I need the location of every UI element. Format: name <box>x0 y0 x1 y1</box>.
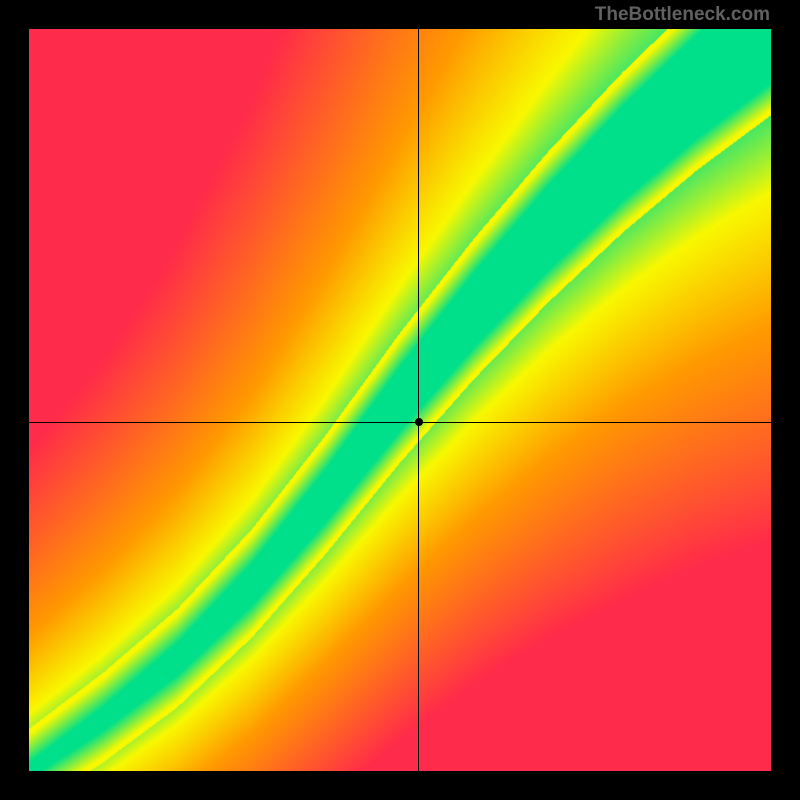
heatmap-canvas <box>29 29 771 771</box>
crosshair-vertical <box>418 29 419 771</box>
crosshair-horizontal <box>29 422 771 423</box>
watermark-text: TheBottleneck.com <box>595 4 770 26</box>
chart-container: TheBottleneck.com <box>0 0 800 800</box>
crosshair-marker <box>415 418 423 426</box>
plot-area <box>29 29 771 771</box>
